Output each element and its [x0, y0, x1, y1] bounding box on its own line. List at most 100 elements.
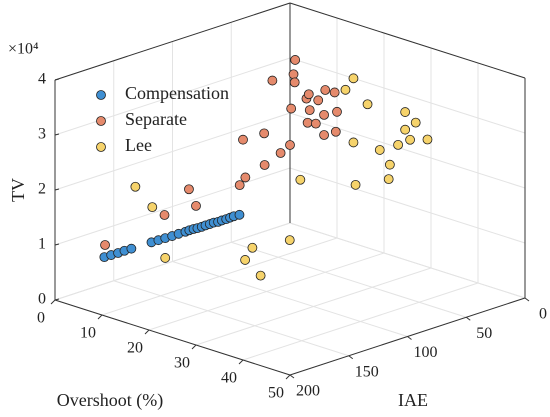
y-axis-label: IAE — [398, 390, 428, 410]
point — [289, 77, 300, 88]
axis-line — [54, 299, 291, 376]
legend-label: Lee — [125, 135, 152, 155]
grid-line — [54, 167, 291, 246]
x-tick — [238, 359, 244, 365]
x-tick-label: 30 — [174, 355, 190, 372]
point — [184, 184, 194, 195]
point — [130, 181, 141, 192]
x-tick-label: 10 — [80, 325, 96, 342]
point — [126, 243, 137, 254]
point — [348, 73, 359, 84]
point — [332, 106, 342, 117]
y-tick — [348, 355, 354, 360]
grid-line — [289, 222, 526, 299]
z-tick — [54, 133, 60, 136]
y-tick — [465, 316, 471, 321]
point — [234, 180, 245, 191]
x-tick — [191, 344, 197, 350]
z-tick-label: 1 — [38, 236, 46, 253]
point — [310, 118, 321, 129]
z-tick-label: 4 — [38, 71, 46, 88]
grid-line — [54, 112, 291, 191]
point — [284, 235, 295, 246]
point — [330, 126, 341, 137]
grid-line — [289, 57, 526, 134]
point — [290, 55, 301, 65]
point — [247, 242, 258, 253]
point — [238, 134, 248, 145]
z-multiplier: ×10⁴ — [8, 41, 39, 58]
point — [259, 128, 270, 139]
grid-line — [289, 112, 526, 189]
x-tick — [285, 374, 291, 380]
z-tick-label: 3 — [38, 126, 46, 143]
point — [320, 85, 331, 95]
point — [329, 87, 340, 98]
point — [348, 137, 359, 148]
axis-line — [289, 2, 526, 79]
point — [319, 130, 329, 140]
x-tick-label: 40 — [221, 370, 237, 387]
x-tick-label: 20 — [127, 340, 143, 357]
point — [240, 172, 251, 183]
point — [410, 117, 421, 128]
z-axis-label: TV — [8, 178, 28, 202]
point — [234, 209, 245, 220]
x-tick — [144, 329, 150, 335]
legend-marker — [96, 142, 106, 152]
y-tick-label: 200 — [296, 383, 320, 400]
point — [285, 140, 295, 150]
y-tick-label: 0 — [539, 306, 547, 323]
y-tick — [289, 374, 295, 379]
x-tick-label: 0 — [37, 310, 45, 327]
point — [362, 99, 373, 110]
point — [302, 117, 313, 128]
y-tick-label: 50 — [476, 325, 492, 342]
point — [313, 95, 324, 106]
x-tick-label: 50 — [268, 385, 284, 402]
x-tick — [97, 314, 103, 320]
point — [319, 109, 329, 120]
legend-label: Separate — [125, 109, 187, 129]
point — [422, 134, 433, 145]
grid-line — [231, 241, 467, 318]
z-tick — [54, 188, 60, 191]
point — [259, 160, 270, 170]
point — [340, 84, 351, 95]
legend-marker — [96, 90, 106, 100]
point — [405, 134, 415, 145]
grid-line — [289, 167, 526, 244]
y-tick — [407, 336, 412, 340]
z-tick — [54, 243, 60, 246]
z-tick — [54, 298, 60, 301]
point — [374, 145, 385, 155]
x-tick — [50, 299, 56, 305]
grid-line — [113, 280, 349, 357]
legend-marker — [96, 116, 106, 126]
point — [350, 179, 361, 190]
point — [304, 105, 315, 116]
grid-line — [54, 222, 291, 301]
legend-label: Compensation — [125, 83, 229, 103]
y-tick-label: 100 — [414, 344, 438, 361]
point — [288, 69, 299, 80]
point — [267, 75, 278, 86]
point — [159, 210, 170, 220]
y-tick — [524, 297, 530, 302]
point — [240, 255, 251, 265]
grid-line — [54, 57, 291, 136]
y-tick-label: 150 — [355, 363, 379, 380]
point — [160, 253, 171, 263]
point — [384, 159, 395, 170]
x-axis-label: Overshoot (%) — [57, 390, 163, 411]
point — [393, 139, 404, 150]
point — [400, 107, 411, 117]
point — [255, 270, 266, 281]
point — [400, 124, 411, 135]
point — [286, 103, 297, 114]
point — [191, 200, 201, 211]
z-tick — [54, 78, 60, 81]
z-tick-label: 2 — [38, 181, 46, 198]
point — [295, 174, 306, 185]
